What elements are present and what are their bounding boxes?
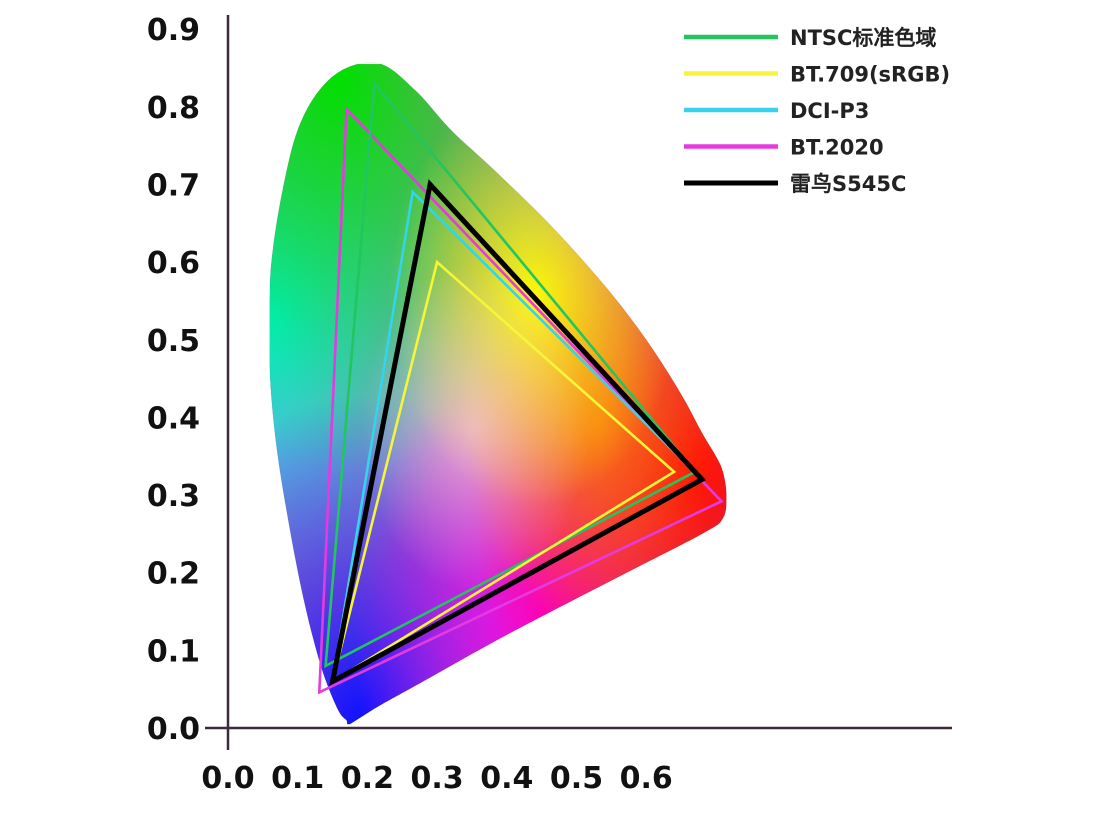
spectral-locus: [268, 61, 727, 726]
y-tick-label: 0.2: [147, 557, 200, 592]
y-tick-label: 0.8: [147, 91, 200, 126]
axes: [205, 15, 952, 750]
x-tick-label: 0.1: [271, 761, 324, 796]
x-tick-label: 0.5: [550, 761, 603, 796]
locus-outline: [268, 61, 727, 726]
y-tick-label: 0.4: [147, 401, 200, 436]
y-tick-label: 0.3: [147, 479, 200, 514]
legend-label: DCI-P3: [790, 99, 869, 123]
x-tick-label: 0.4: [480, 761, 533, 796]
legend-label: NTSC标准色域: [790, 26, 936, 50]
y-tick-label: 0.0: [147, 712, 200, 747]
legend-label: BT.2020: [790, 136, 884, 160]
legend-label: 雷鸟S545C: [790, 172, 906, 196]
x-tick-label: 0.6: [620, 761, 673, 796]
locus-gradient-gWhite: [269, 64, 727, 725]
y-tick-label: 0.7: [147, 168, 200, 203]
y-tick-label: 0.9: [147, 13, 200, 48]
gamut-bt-709-srgb-1: [330, 259, 677, 685]
gamut-bt-2020-3: [317, 106, 724, 695]
legend-label: BT.709(sRGB): [790, 63, 950, 87]
x-tick-label: 0.2: [341, 761, 394, 796]
x-tick-label: 0.0: [201, 761, 254, 796]
gamut-s545c-4: [329, 179, 707, 687]
legend: NTSC标准色域 BT.709(sRGB) DCI-P3 BT.2020 雷鸟S545C: [684, 26, 950, 196]
tick-labels: 0.0 0.1 0.2 0.3 0.4 0.5 0.6 0.7 0.8 0.9 0.0 0.1 0.2 0…: [147, 13, 673, 796]
gamut-ntsc-0: [324, 80, 698, 669]
y-tick-label: 0.6: [147, 246, 200, 281]
locus-color-fill: [269, 64, 727, 725]
y-tick-label: 0.1: [147, 634, 200, 669]
gamut-triangles: [317, 80, 724, 695]
y-tick-label: 0.5: [147, 324, 200, 359]
x-tick-label: 0.3: [411, 761, 464, 796]
